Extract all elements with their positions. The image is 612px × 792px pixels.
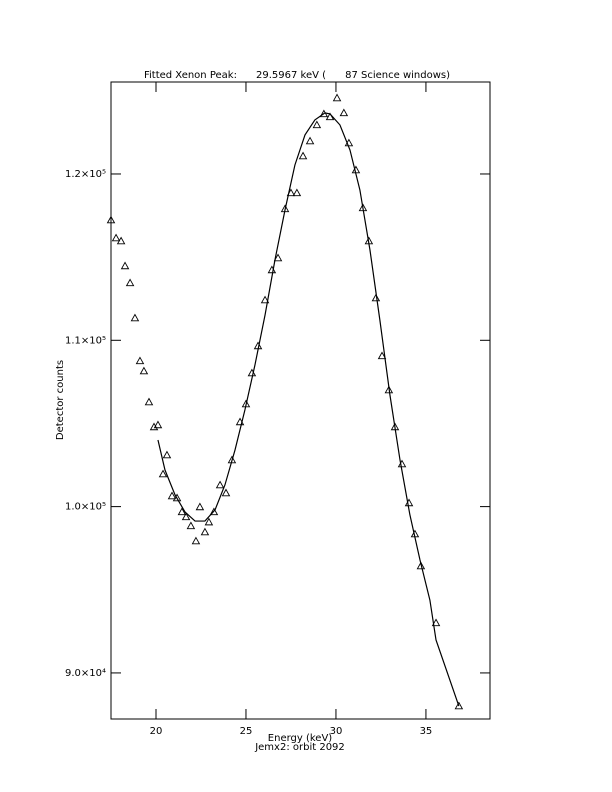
- x-tick-label: 25: [240, 726, 253, 737]
- triangle-marker: [162, 450, 172, 459]
- triangle-marker: [181, 512, 191, 521]
- triangle-marker: [339, 108, 349, 117]
- plot-frame: [110, 81, 491, 720]
- triangle-marker: [221, 488, 231, 497]
- y-tick-label: 1.1×10⁵: [65, 335, 106, 346]
- triangle-marker: [384, 385, 394, 394]
- triangle-marker: [172, 493, 182, 502]
- triangle-marker: [153, 420, 163, 429]
- triangle-marker: [292, 188, 302, 197]
- triangle-marker: [167, 491, 177, 500]
- triangle-marker: [135, 356, 145, 365]
- x-tick-label: 35: [420, 726, 433, 737]
- triangle-marker: [195, 502, 205, 511]
- chart-title: Fitted Xenon Peak: 29.5967 keV ( 87 Scie…: [144, 70, 450, 81]
- triangle-marker: [416, 561, 426, 570]
- triangle-marker: [298, 151, 308, 160]
- triangle-marker: [106, 215, 116, 224]
- subtitle: Jemx2: orbit 2092: [254, 742, 345, 753]
- triangle-marker: [116, 236, 126, 245]
- triangle-marker: [312, 120, 322, 129]
- triangle-marker: [139, 366, 149, 375]
- y-tick-label: 1.2×10⁵: [65, 169, 106, 180]
- triangle-marker: [332, 93, 342, 102]
- triangle-marker: [431, 618, 441, 627]
- triangle-marker: [158, 469, 168, 478]
- triangle-marker: [120, 261, 130, 270]
- triangle-marker: [130, 313, 140, 322]
- triangle-marker: [454, 701, 464, 710]
- triangle-marker: [191, 536, 201, 545]
- triangle-marker: [305, 136, 315, 145]
- triangle-marker: [204, 517, 214, 526]
- y-tick-label: 9.0×10⁴: [65, 668, 106, 679]
- triangle-marker: [377, 351, 387, 360]
- triangle-marker: [149, 422, 159, 431]
- triangle-marker: [200, 527, 210, 536]
- x-axis-label: Energy (keV): [268, 733, 333, 744]
- triangle-marker: [111, 233, 121, 242]
- triangle-marker: [260, 295, 270, 304]
- triangle-marker: [177, 507, 187, 516]
- x-tick-label: 20: [150, 726, 163, 737]
- y-tick-label: 1.0×10⁵: [65, 502, 106, 513]
- triangle-marker: [227, 455, 237, 464]
- x-tick-label: 30: [330, 726, 343, 737]
- triangle-marker: [371, 293, 381, 302]
- triangle-marker: [209, 507, 219, 516]
- triangle-marker: [125, 278, 135, 287]
- triangle-marker: [186, 521, 196, 530]
- y-axis-label: Detector counts: [55, 360, 66, 440]
- triangle-marker: [273, 253, 283, 262]
- fit-line: [157, 112, 460, 707]
- triangle-marker: [144, 397, 154, 406]
- triangle-marker: [215, 480, 225, 489]
